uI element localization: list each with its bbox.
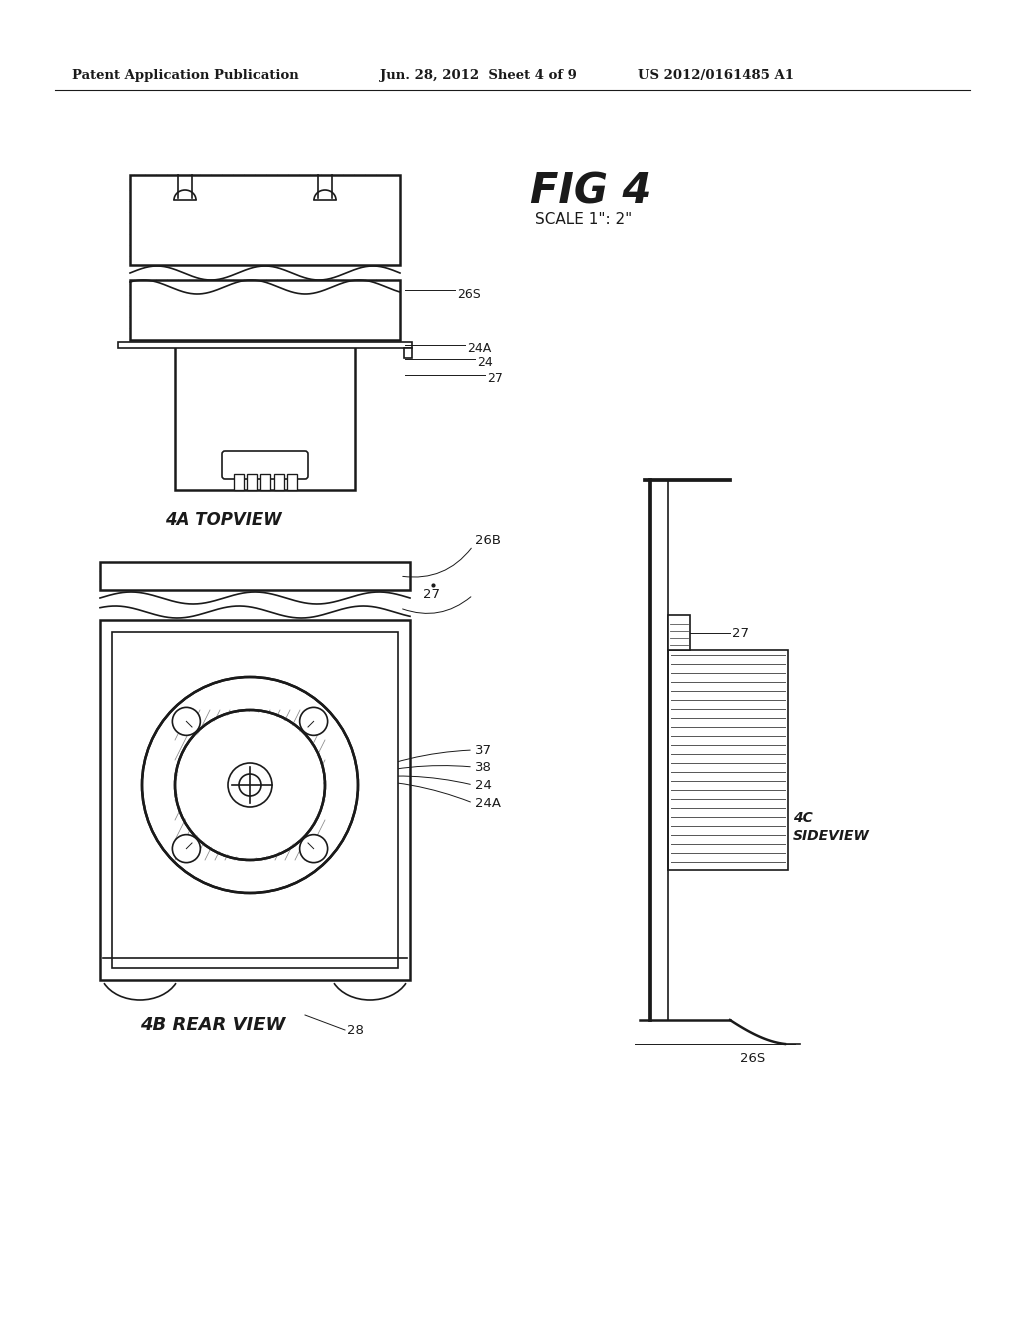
Bar xyxy=(247,474,257,490)
Bar xyxy=(175,345,355,490)
Text: 38: 38 xyxy=(475,762,492,774)
Circle shape xyxy=(172,834,201,863)
Circle shape xyxy=(300,834,328,863)
Text: FIG 4: FIG 4 xyxy=(530,170,651,213)
Text: SCALE 1": 2": SCALE 1": 2" xyxy=(535,213,632,227)
Bar xyxy=(668,615,690,649)
Text: 24: 24 xyxy=(477,356,493,370)
Bar xyxy=(233,474,244,490)
Text: 27: 27 xyxy=(487,372,503,385)
Circle shape xyxy=(300,708,328,735)
Circle shape xyxy=(142,677,358,894)
Text: 24A: 24A xyxy=(475,797,501,810)
Bar xyxy=(130,280,400,341)
Bar xyxy=(287,474,297,490)
Text: 24A: 24A xyxy=(467,342,492,355)
Circle shape xyxy=(175,710,325,861)
Text: 26S: 26S xyxy=(740,1052,765,1065)
Bar xyxy=(130,176,400,265)
Text: US 2012/0161485 A1: US 2012/0161485 A1 xyxy=(638,69,794,82)
Text: 4B REAR VIEW: 4B REAR VIEW xyxy=(140,1016,286,1034)
Text: 37: 37 xyxy=(475,744,492,756)
Circle shape xyxy=(239,774,261,796)
Text: 27: 27 xyxy=(732,627,749,640)
Bar xyxy=(273,474,284,490)
Bar xyxy=(112,632,398,968)
Text: 24: 24 xyxy=(475,779,492,792)
Circle shape xyxy=(228,763,272,807)
Bar xyxy=(100,562,410,590)
Bar xyxy=(404,348,412,358)
Text: 28: 28 xyxy=(347,1024,364,1038)
Circle shape xyxy=(172,708,201,735)
Circle shape xyxy=(144,678,356,891)
FancyBboxPatch shape xyxy=(222,451,308,479)
Text: Jun. 28, 2012  Sheet 4 of 9: Jun. 28, 2012 Sheet 4 of 9 xyxy=(380,69,577,82)
Bar xyxy=(100,620,410,979)
Text: 26B: 26B xyxy=(475,535,501,546)
Text: Patent Application Publication: Patent Application Publication xyxy=(72,69,299,82)
Bar xyxy=(668,649,788,870)
Text: 26S: 26S xyxy=(457,288,480,301)
Text: 27: 27 xyxy=(423,587,440,601)
Text: 4C
SIDEVIEW: 4C SIDEVIEW xyxy=(793,810,869,843)
Text: 4A TOPVIEW: 4A TOPVIEW xyxy=(165,511,282,529)
Bar xyxy=(260,474,270,490)
Bar xyxy=(118,342,412,348)
Circle shape xyxy=(177,711,323,858)
